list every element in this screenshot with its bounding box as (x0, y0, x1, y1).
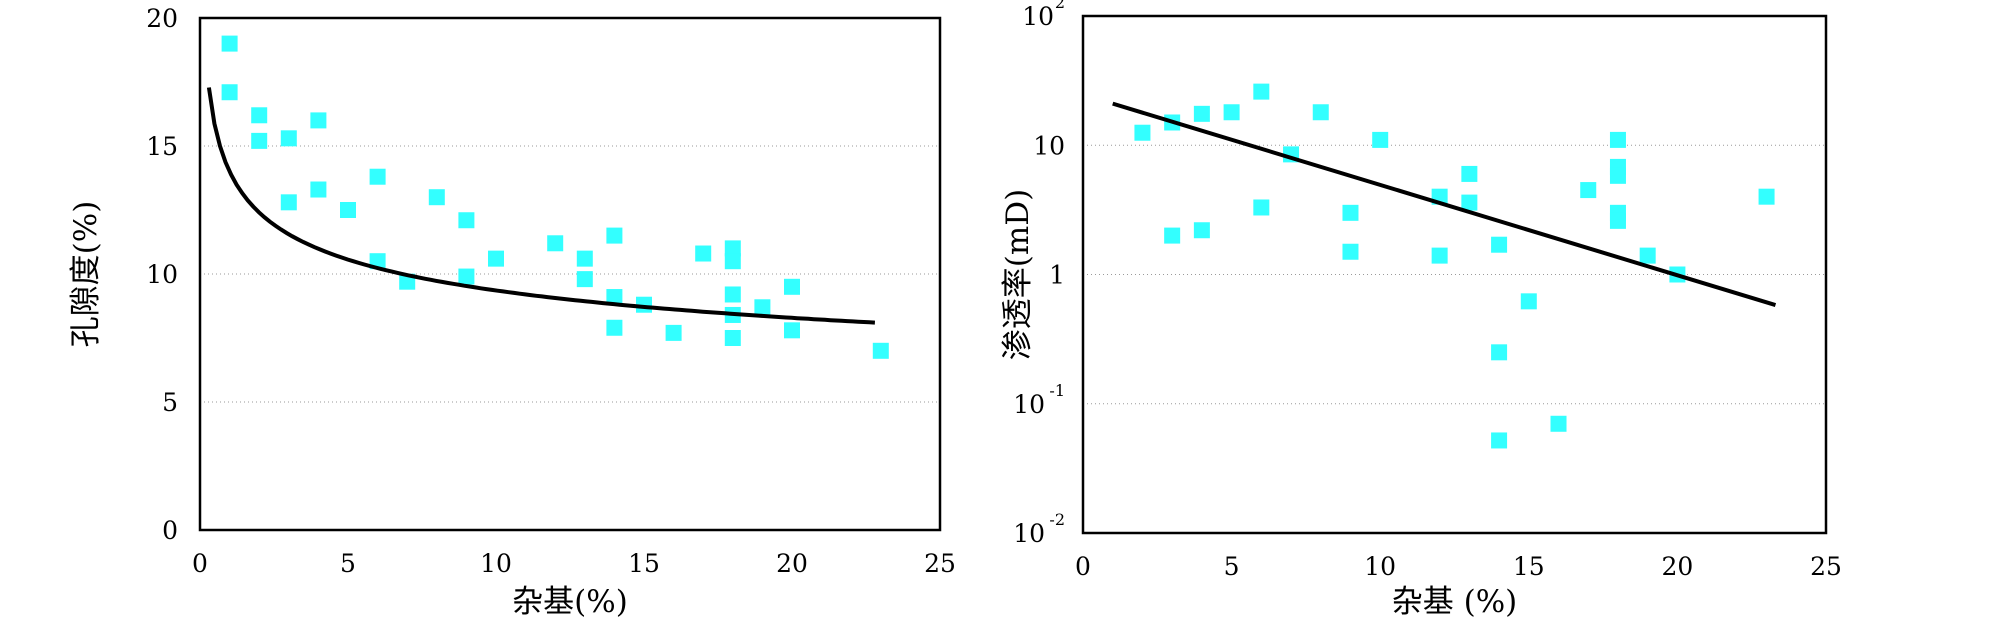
y-tick-label: 1 (1049, 261, 1065, 290)
data-point (221, 35, 238, 52)
data-point (606, 227, 623, 244)
x-tick-label: 10 (480, 549, 512, 578)
y-tick-label: 10 (1013, 519, 1045, 548)
y-tick-exponent: 2 (1055, 0, 1065, 12)
data-point (1193, 222, 1210, 239)
data-point (1520, 293, 1537, 310)
y-axis-label: 渗透率(mD) (1000, 189, 1036, 360)
x-tick-label: 5 (340, 549, 356, 578)
data-point (1342, 243, 1359, 260)
plot-frame (1081, 14, 1828, 535)
data-point (547, 235, 564, 252)
data-point (340, 202, 356, 218)
data-point (784, 322, 800, 339)
data-point (1372, 131, 1389, 148)
x-tick-label: 0 (192, 549, 208, 578)
data-point (310, 181, 327, 198)
porosity-chart: 0 5 10 15 20 0 5 10 15 20 25 杂基(%) 孔隙度(%) (68, 4, 956, 620)
x-axis-label: 杂基 (%) (1392, 584, 1518, 620)
data-point (724, 286, 741, 303)
y-tick-label: 10 (1022, 2, 1054, 31)
trend-line (206, 87, 876, 325)
x-tick-label: 15 (1513, 552, 1545, 581)
y-tick-label: 10 (146, 260, 178, 289)
data-point (1609, 131, 1626, 148)
data-point (1134, 124, 1151, 141)
x-tick-label: 10 (1364, 552, 1396, 581)
data-point (1164, 227, 1181, 244)
x-axis-label: 杂基(%) (512, 584, 628, 620)
data-point (576, 250, 593, 267)
y-tick-exponent: -2 (1049, 510, 1065, 529)
data-point (1312, 104, 1329, 121)
data-point (428, 189, 445, 206)
y-tick-label: 5 (162, 388, 178, 417)
data-point (458, 268, 475, 285)
data-point (369, 168, 386, 185)
data-point (1639, 247, 1656, 264)
x-tick-label: 15 (628, 549, 660, 578)
data-point (872, 342, 889, 359)
data-point (280, 194, 297, 211)
data-point (754, 299, 771, 316)
data-point (606, 289, 623, 306)
data-point (784, 278, 800, 295)
data-point (606, 319, 623, 336)
x-tick-label: 0 (1075, 552, 1091, 581)
y-axis-label: 孔隙度(%) (68, 201, 104, 348)
data-point (695, 245, 712, 262)
data-point (280, 130, 297, 147)
data-point (724, 330, 741, 346)
data-point (1223, 104, 1240, 121)
data-point (1491, 236, 1508, 253)
x-tick-label: 25 (924, 549, 956, 578)
data-point (724, 253, 741, 270)
data-point (251, 132, 268, 149)
data-point (458, 212, 475, 229)
data-point (1758, 188, 1775, 205)
y-tick-label: 10 (1013, 390, 1045, 419)
data-point (1550, 415, 1567, 432)
data-point (724, 240, 741, 257)
data-point (1580, 182, 1597, 199)
x-tick-label: 25 (1810, 552, 1842, 581)
data-point (1342, 204, 1359, 221)
y-tick-label: 0 (162, 516, 178, 545)
y-tick-label: 15 (146, 132, 178, 161)
x-tick-label: 20 (1661, 552, 1693, 581)
data-point (1491, 432, 1508, 449)
data-point (1193, 105, 1210, 122)
data-point (1609, 212, 1626, 229)
trend-line (1112, 101, 1777, 307)
data-point (1253, 83, 1270, 100)
y-tick-label: 20 (146, 4, 178, 33)
y-tick-exponent: -1 (1049, 381, 1065, 400)
plot-frame (198, 16, 942, 532)
data-point (1253, 199, 1270, 216)
data-point (665, 324, 682, 341)
data-point (310, 112, 327, 129)
data-point (221, 84, 238, 101)
data-point (1609, 167, 1626, 184)
data-point (576, 271, 593, 288)
data-point (1491, 344, 1508, 361)
y-tick-label: 10 (1033, 131, 1065, 160)
data-point (1431, 247, 1448, 264)
data-point (1461, 165, 1478, 182)
data-point (251, 107, 268, 124)
x-tick-label: 5 (1224, 552, 1240, 581)
x-tick-label: 20 (776, 549, 808, 578)
data-point (1461, 194, 1478, 211)
data-point (488, 250, 504, 267)
